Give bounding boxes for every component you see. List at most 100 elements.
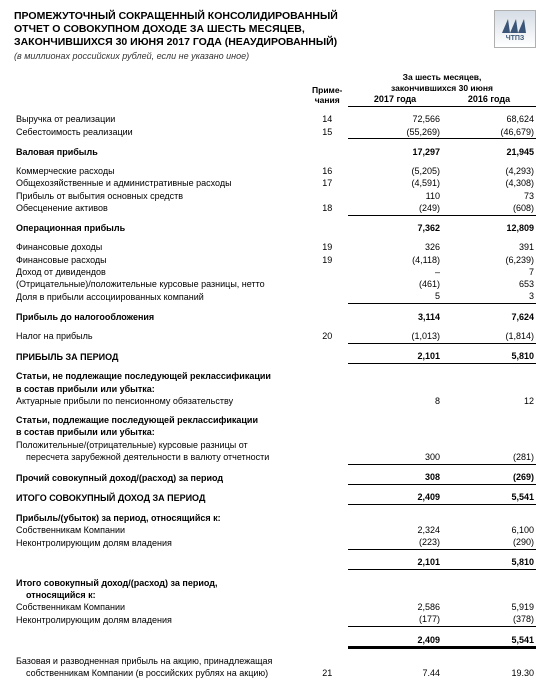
row-val-2017: [348, 512, 442, 524]
row-desc: Неконтролирующим долям владения: [14, 537, 306, 550]
row-desc: Статьи, не подлежащие последующей реклас…: [14, 371, 306, 383]
row-desc: ПРИБЫЛЬ ЗА ПЕРИОД: [14, 351, 306, 364]
row-note: [306, 427, 348, 439]
table-row: Коммерческие расходы16(5,205)(4,293): [14, 166, 536, 178]
row-val-2016: [442, 512, 536, 524]
row-val-2017: (177): [348, 614, 442, 627]
row-desc: Доход от дивидендов: [14, 266, 306, 278]
row-val-2016: [442, 371, 536, 383]
table-row: [14, 323, 536, 330]
row-val-2016: [442, 439, 536, 451]
table-row: в состав прибыли или убытка:: [14, 383, 536, 395]
row-val-2017: [348, 577, 442, 589]
row-val-2017: (1,013): [348, 330, 442, 343]
row-note: [306, 634, 348, 647]
row-val-2017: 5: [348, 291, 442, 304]
table-row: [14, 215, 536, 223]
row-note: [306, 524, 348, 536]
row-val-2017: 2,324: [348, 524, 442, 536]
row-note: [306, 266, 348, 278]
table-row: Положительные/(отрицательные) курсовые р…: [14, 439, 536, 451]
row-desc: Актуарные прибыли по пенсионному обязате…: [14, 395, 306, 407]
row-desc: [14, 557, 306, 570]
row-note: [306, 512, 348, 524]
row-val-2016: [442, 383, 536, 395]
row-val-2017: 8: [348, 395, 442, 407]
title-line3: ЗАКОНЧИВШИХСЯ 30 ИЮНЯ 2017 ГОДА (НЕАУДИР…: [14, 36, 490, 49]
row-note: 14: [306, 114, 348, 126]
row-desc: Финансовые доходы: [14, 242, 306, 254]
row-val-2016: [442, 655, 536, 667]
row-desc: Себестоимость реализации: [14, 126, 306, 139]
row-val-2016: [442, 415, 536, 427]
row-val-2016: (290): [442, 537, 536, 550]
row-val-2017: 110: [348, 190, 442, 202]
row-desc: относящийся к:: [14, 589, 306, 601]
table-row: [14, 363, 536, 371]
table-row: собственникам Компании (в российских руб…: [14, 668, 536, 680]
row-note: [306, 577, 348, 589]
row-val-2017: 300: [348, 451, 442, 464]
row-desc: Налог на прибыль: [14, 330, 306, 343]
table-row: пересчета зарубежной деятельности в валю…: [14, 451, 536, 464]
row-desc: пересчета зарубежной деятельности в валю…: [14, 451, 306, 464]
row-val-2016: 12,809: [442, 223, 536, 235]
row-note: 21: [306, 668, 348, 680]
row-desc: Неконтролирующим долям владения: [14, 614, 306, 627]
row-val-2017: [348, 439, 442, 451]
row-desc: ИТОГО СОВОКУПНЫЙ ДОХОД ЗА ПЕРИОД: [14, 492, 306, 505]
table-row: [14, 484, 536, 492]
row-val-2017: [348, 415, 442, 427]
table-row: 2,1015,810: [14, 557, 536, 570]
row-note: 20: [306, 330, 348, 343]
row-val-2017: 2,409: [348, 634, 442, 647]
row-desc: Собственникам Компании: [14, 602, 306, 614]
row-val-2016: (269): [442, 472, 536, 485]
row-val-2016: 73: [442, 190, 536, 202]
row-note: [306, 279, 348, 291]
row-note: [306, 291, 348, 304]
row-note: [306, 589, 348, 601]
row-val-2016: 21,945: [442, 146, 536, 158]
row-note: 18: [306, 202, 348, 215]
row-note: [306, 472, 348, 485]
table-row: Базовая и разводненная прибыль на акцию,…: [14, 655, 536, 667]
row-val-2017: [348, 655, 442, 667]
table-row: Валовая прибыль17,29721,945: [14, 146, 536, 158]
row-val-2017: (55,269): [348, 126, 442, 139]
table-row: Прибыль до налогообложения3,1147,624: [14, 311, 536, 323]
table-row: Статьи, не подлежащие последующей реклас…: [14, 371, 536, 383]
row-val-2016: (1,814): [442, 330, 536, 343]
table-row: Статьи, подлежащие последующей реклассиф…: [14, 415, 536, 427]
row-val-2016: 68,624: [442, 114, 536, 126]
row-val-2017: (461): [348, 279, 442, 291]
row-desc: Базовая и разводненная прибыль на акцию,…: [14, 655, 306, 667]
row-val-2017: [348, 589, 442, 601]
row-note: [306, 655, 348, 667]
row-val-2016: 653: [442, 279, 536, 291]
col-notes: Приме-чания: [312, 85, 342, 106]
row-val-2017: (5,205): [348, 166, 442, 178]
table-row: (Отрицательные)/положительные курсовые р…: [14, 279, 536, 291]
col-2017: 2017 года: [348, 94, 442, 107]
title-line2: ОТЧЕТ О СОВОКУПНОМ ДОХОДЕ ЗА ШЕСТЬ МЕСЯЦ…: [14, 23, 490, 36]
row-desc: Прибыль до налогообложения: [14, 311, 306, 323]
table-row: Неконтролирующим долям владения(177)(378…: [14, 614, 536, 627]
row-val-2017: [348, 427, 442, 439]
row-note: [306, 395, 348, 407]
row-val-2017: 2,409: [348, 492, 442, 505]
row-val-2016: 5,919: [442, 602, 536, 614]
row-val-2016: 12: [442, 395, 536, 407]
table-row: Общехозяйственные и административные рас…: [14, 178, 536, 190]
table-row: [14, 505, 536, 513]
row-desc: собственникам Компании (в российских руб…: [14, 668, 306, 680]
row-desc: Доля в прибыли ассоциированных компаний: [14, 291, 306, 304]
row-val-2016: 5,541: [442, 634, 536, 647]
row-desc: Выручка от реализации: [14, 114, 306, 126]
row-val-2016: 391: [442, 242, 536, 254]
title-block: ПРОМЕЖУТОЧНЫЙ СОКРАЩЕННЫЙ КОНСОЛИДИРОВАН…: [14, 10, 490, 61]
table-row: Прибыль от выбытия основных средств11073: [14, 190, 536, 202]
row-desc: Прочий совокупный доход/(расход) за пери…: [14, 472, 306, 485]
row-desc: [14, 634, 306, 647]
table-row: Итого совокупный доход/(расход) за перио…: [14, 577, 536, 589]
